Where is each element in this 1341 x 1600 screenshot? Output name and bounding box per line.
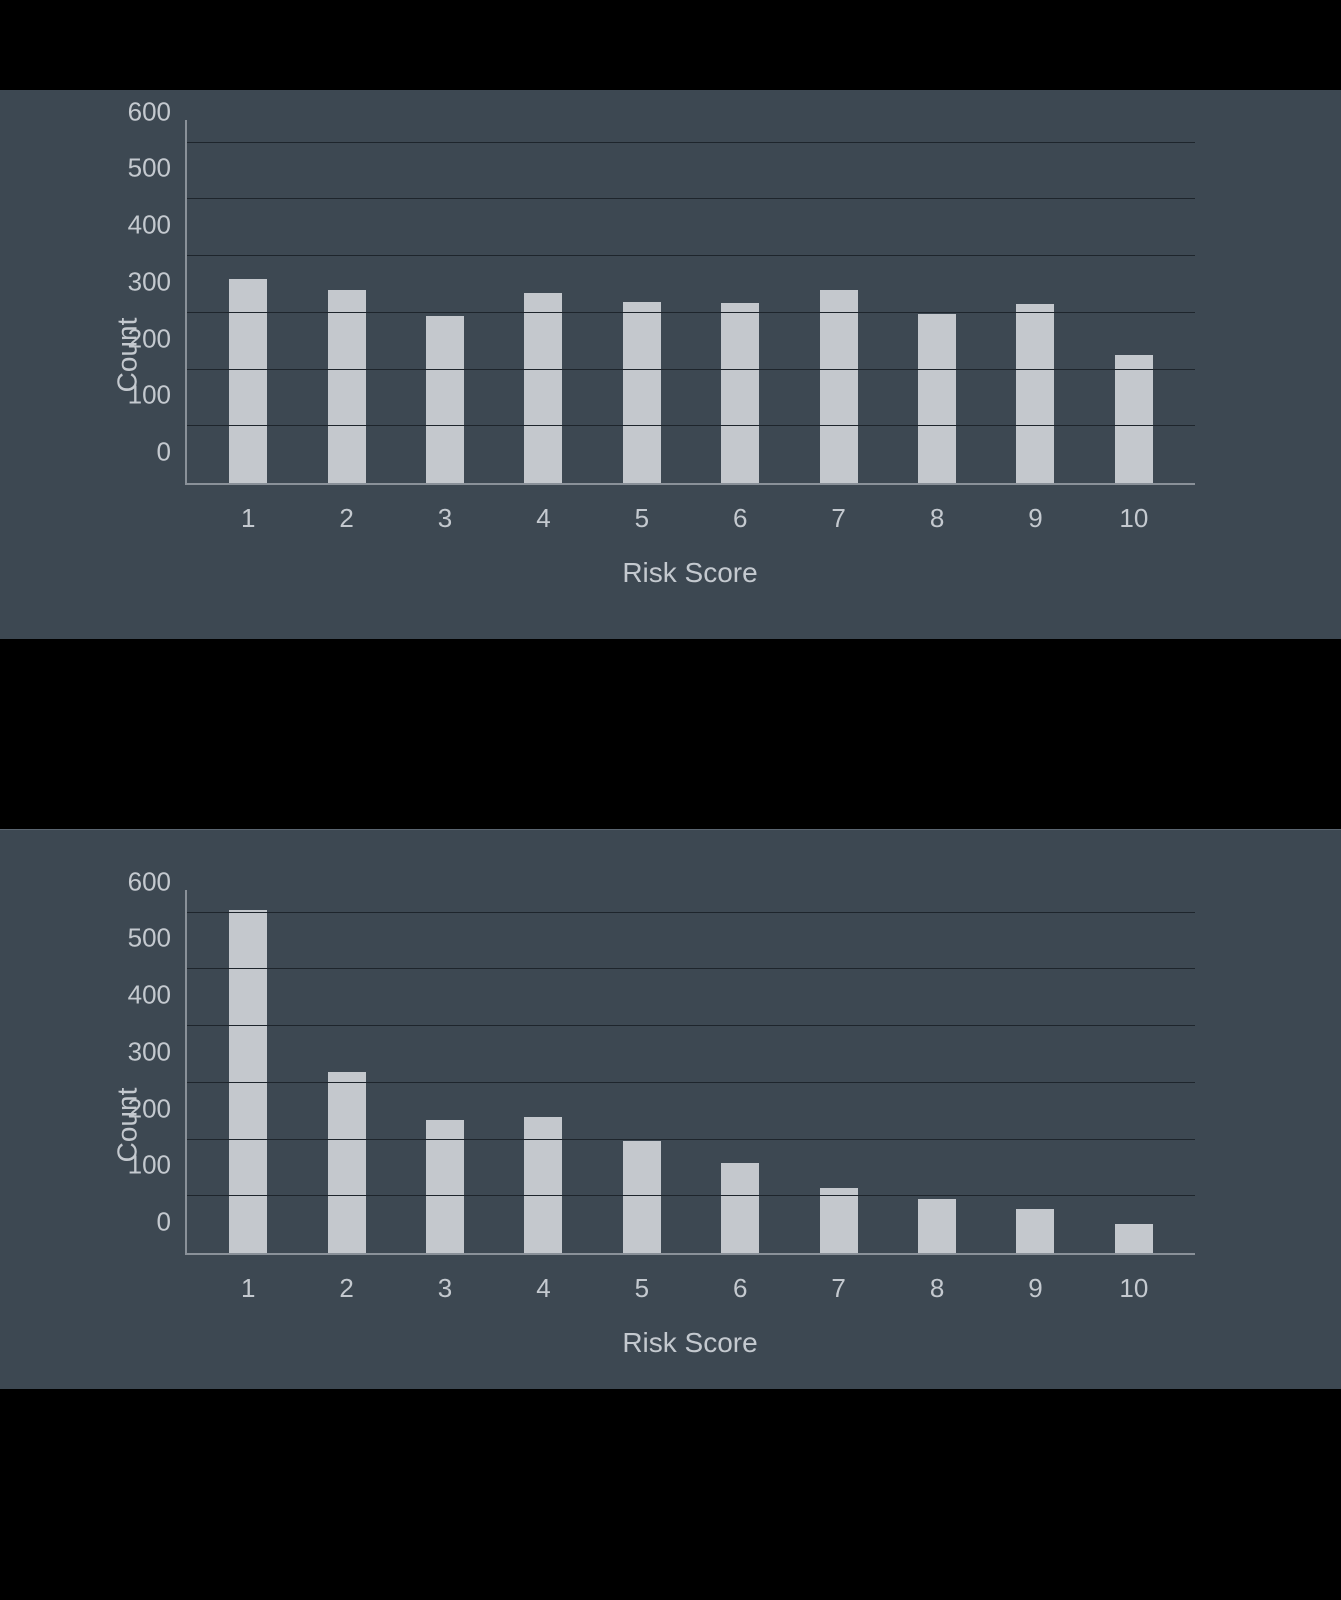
- plot-area: 12345678910 0100200300400500600: [185, 890, 1195, 1255]
- y-tick-label: 100: [128, 380, 187, 411]
- x-tick-label: 3: [438, 483, 452, 534]
- x-axis-label: Risk Score: [185, 557, 1195, 589]
- bar-slot: 10: [1085, 890, 1183, 1253]
- gridline: [187, 1139, 1195, 1140]
- bar-slot: 3: [396, 120, 494, 483]
- gridline: [187, 312, 1195, 313]
- y-tick-label: 400: [128, 210, 187, 241]
- x-tick-label: 2: [339, 1253, 353, 1304]
- gridline: [187, 912, 1195, 913]
- y-tick-label: 0: [157, 437, 187, 468]
- bar-slot: 5: [593, 120, 691, 483]
- chart-top: Count 12345678910 0100200300400500600 Ri…: [185, 120, 1195, 589]
- y-tick-label: 200: [128, 1093, 187, 1124]
- gridline: [187, 142, 1195, 143]
- y-tick-label: 400: [128, 980, 187, 1011]
- x-tick-label: 5: [635, 1253, 649, 1304]
- gridline: [187, 1082, 1195, 1083]
- bar: [524, 293, 562, 483]
- bar: [1115, 355, 1153, 483]
- x-tick-label: 5: [635, 483, 649, 534]
- bar: [524, 1117, 562, 1253]
- bar: [1016, 1209, 1054, 1253]
- bar-slot: 5: [593, 890, 691, 1253]
- x-tick-label: 6: [733, 483, 747, 534]
- bar: [820, 1188, 858, 1253]
- bars-container: 12345678910: [187, 890, 1195, 1253]
- bar: [426, 1120, 464, 1253]
- bar-slot: 1: [199, 120, 297, 483]
- x-tick-label: 6: [733, 1253, 747, 1304]
- bar: [328, 290, 366, 483]
- y-tick-label: 500: [128, 923, 187, 954]
- bar-slot: 3: [396, 890, 494, 1253]
- x-tick-label: 10: [1119, 483, 1148, 534]
- bar-slot: 2: [297, 890, 395, 1253]
- chart-panel-bottom: Count 12345678910 0100200300400500600 Ri…: [0, 829, 1341, 1389]
- y-tick-label: 100: [128, 1150, 187, 1181]
- x-tick-label: 8: [930, 1253, 944, 1304]
- bar: [918, 314, 956, 483]
- bar: [721, 1163, 759, 1253]
- y-tick-label: 600: [128, 866, 187, 897]
- y-tick-label: 600: [128, 96, 187, 127]
- bar: [1115, 1224, 1153, 1253]
- bar-slot: 9: [986, 890, 1084, 1253]
- bar: [229, 279, 267, 483]
- gridline: [187, 369, 1195, 370]
- bar-slot: 7: [789, 120, 887, 483]
- bar-slot: 7: [789, 890, 887, 1253]
- gridline: [187, 968, 1195, 969]
- bar-slot: 6: [691, 890, 789, 1253]
- bar-slot: 8: [888, 890, 986, 1253]
- bar-slot: 9: [986, 120, 1084, 483]
- gridline: [187, 425, 1195, 426]
- bar: [721, 303, 759, 483]
- x-tick-label: 4: [536, 1253, 550, 1304]
- gridline: [187, 1025, 1195, 1026]
- x-tick-label: 10: [1119, 1253, 1148, 1304]
- x-tick-label: 3: [438, 1253, 452, 1304]
- chart-panel-top: Count 12345678910 0100200300400500600 Ri…: [0, 90, 1341, 639]
- bar: [1016, 304, 1054, 483]
- chart-bottom: Count 12345678910 0100200300400500600 Ri…: [185, 890, 1195, 1359]
- bar-slot: 10: [1085, 120, 1183, 483]
- x-tick-label: 1: [241, 1253, 255, 1304]
- bar-slot: 4: [494, 890, 592, 1253]
- y-tick-label: 300: [128, 266, 187, 297]
- y-tick-label: 300: [128, 1036, 187, 1067]
- gridline: [187, 1195, 1195, 1196]
- bar-slot: 2: [297, 120, 395, 483]
- y-tick-label: 0: [157, 1207, 187, 1238]
- x-tick-label: 2: [339, 483, 353, 534]
- bars-container: 12345678910: [187, 120, 1195, 483]
- x-axis-label: Risk Score: [185, 1327, 1195, 1359]
- x-tick-label: 4: [536, 483, 550, 534]
- x-tick-label: 7: [831, 483, 845, 534]
- x-tick-label: 9: [1028, 1253, 1042, 1304]
- bar: [328, 1072, 366, 1254]
- bar: [623, 1141, 661, 1253]
- x-tick-label: 9: [1028, 483, 1042, 534]
- x-tick-label: 7: [831, 1253, 845, 1304]
- x-tick-label: 1: [241, 483, 255, 534]
- gridline: [187, 255, 1195, 256]
- y-tick-label: 200: [128, 323, 187, 354]
- bar-slot: 4: [494, 120, 592, 483]
- bar: [426, 316, 464, 483]
- bar: [820, 290, 858, 483]
- bar-slot: 1: [199, 890, 297, 1253]
- bar-slot: 8: [888, 120, 986, 483]
- y-tick-label: 500: [128, 153, 187, 184]
- bar: [623, 302, 661, 484]
- plot-area: 12345678910 0100200300400500600: [185, 120, 1195, 485]
- x-tick-label: 8: [930, 483, 944, 534]
- bar-slot: 6: [691, 120, 789, 483]
- bar: [918, 1199, 956, 1253]
- gridline: [187, 198, 1195, 199]
